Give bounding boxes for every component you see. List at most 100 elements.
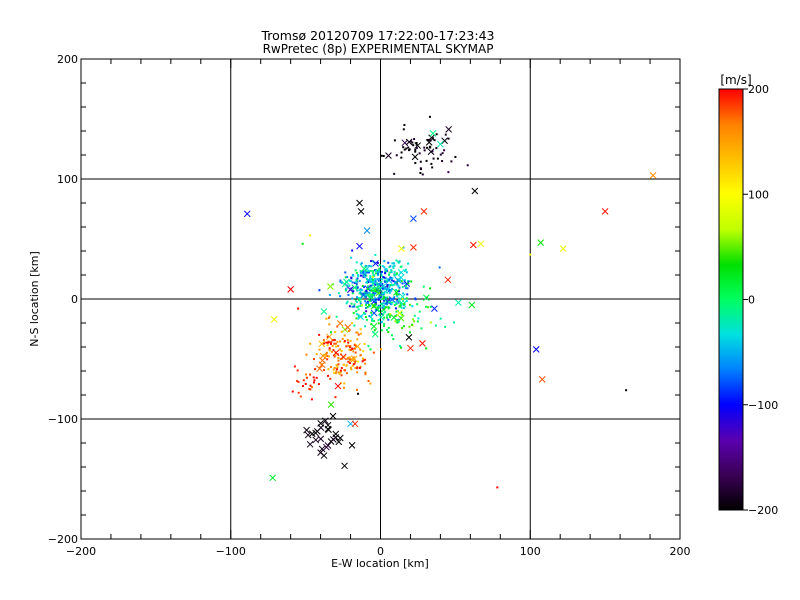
data-point-dot [367,301,370,304]
data-point-dot [418,152,421,155]
data-point-dot [389,314,392,317]
data-point-dot [381,265,384,268]
data-point-cross [397,274,405,281]
data-point-dot [352,290,355,293]
data-point-dot [293,365,296,368]
x-tick-label: −100 [216,545,246,558]
data-point-dot [382,288,385,291]
data-point-dot [346,357,349,360]
data-point-dot [372,292,375,295]
data-point-dot [331,350,334,353]
data-point-dot [351,297,354,300]
data-point-dot [350,256,353,259]
data-point-dot [387,306,390,309]
data-point-dot [405,147,408,150]
data-point-dot [309,373,312,376]
data-point-dot [416,303,419,306]
data-point-cross [360,291,367,299]
data-point-dot [309,342,312,345]
data-point-dot [337,359,340,362]
data-point-dot [312,358,315,361]
data-point-dot [405,297,408,300]
data-point-dot [383,280,386,283]
data-point-dot [392,265,395,268]
data-point-dot [390,279,393,282]
data-point-dot [381,313,384,316]
data-point-dot [369,288,372,291]
data-point-dot [356,366,359,369]
data-point-dot [355,286,358,289]
data-point-dot [347,341,350,344]
data-point-dot [414,298,417,301]
data-point-dot [357,275,360,278]
data-point-dot [384,268,387,271]
data-point-dot [377,279,380,282]
data-point-cross [334,382,342,390]
data-point-dot [345,364,348,367]
data-point-dot [410,140,413,143]
data-point-dot [377,284,380,287]
data-point-dot [325,341,328,344]
data-point-dot [404,268,407,271]
data-point-dot [367,380,370,383]
data-point-dot [323,342,326,345]
data-point-dot [372,280,375,283]
data-point-cross [399,293,406,301]
data-point-cross [360,265,368,272]
data-point-cross [477,240,485,248]
data-point-cross [385,277,393,284]
data-point-dot [348,348,351,351]
data-point-dot [415,146,418,149]
data-point-dot [407,282,410,285]
data-point-dot [355,279,358,282]
data-point-dot [394,282,397,285]
data-point-dot [400,156,403,159]
data-point-dot [362,286,365,289]
data-point-dot [377,310,380,313]
data-point-dot [375,308,378,311]
data-point-dot [392,280,395,283]
data-point-dot [383,296,386,299]
data-point-dot [383,307,386,310]
data-point-dot [369,269,372,272]
data-point-dot [335,368,338,371]
data-point-dot [389,276,392,279]
data-point-dot [376,271,379,274]
data-point-dot [343,355,346,358]
chart-title: Tromsø 20120709 17:22:00-17:23:43 [260,28,494,43]
data-point-cross [405,334,413,341]
data-point-dot [393,304,396,307]
data-point-dot [363,294,366,297]
data-point-dot [350,302,353,305]
data-point-cross [385,152,392,159]
data-point-dot [359,274,362,277]
data-point-cross [370,302,378,310]
data-point-dot [429,287,432,290]
data-point-dot [402,246,405,249]
data-point-dot [318,333,321,336]
data-point-cross [538,376,546,383]
data-point-dot [376,278,379,281]
data-point-dot [380,293,383,296]
data-point-dot [332,368,335,371]
data-point-dot [378,295,381,298]
data-point-cross [306,440,314,448]
data-point-dot [383,322,386,325]
data-point-dot [339,340,342,343]
data-point-cross [329,412,337,420]
data-point-dot [400,346,403,349]
data-point-dot [403,148,406,151]
data-point-dot [374,300,377,303]
data-point-dot [356,277,359,280]
data-point-dot [364,264,367,267]
data-point-dot [351,249,354,252]
data-point-dot [346,344,349,347]
data-point-dot [447,171,450,174]
data-point-cross [403,280,411,288]
data-point-dot [340,350,343,353]
data-point-dot [344,271,347,274]
data-point-dot [364,371,367,374]
data-point-dot [382,154,385,157]
data-point-dot [401,286,404,289]
data-point-dot [375,289,378,292]
